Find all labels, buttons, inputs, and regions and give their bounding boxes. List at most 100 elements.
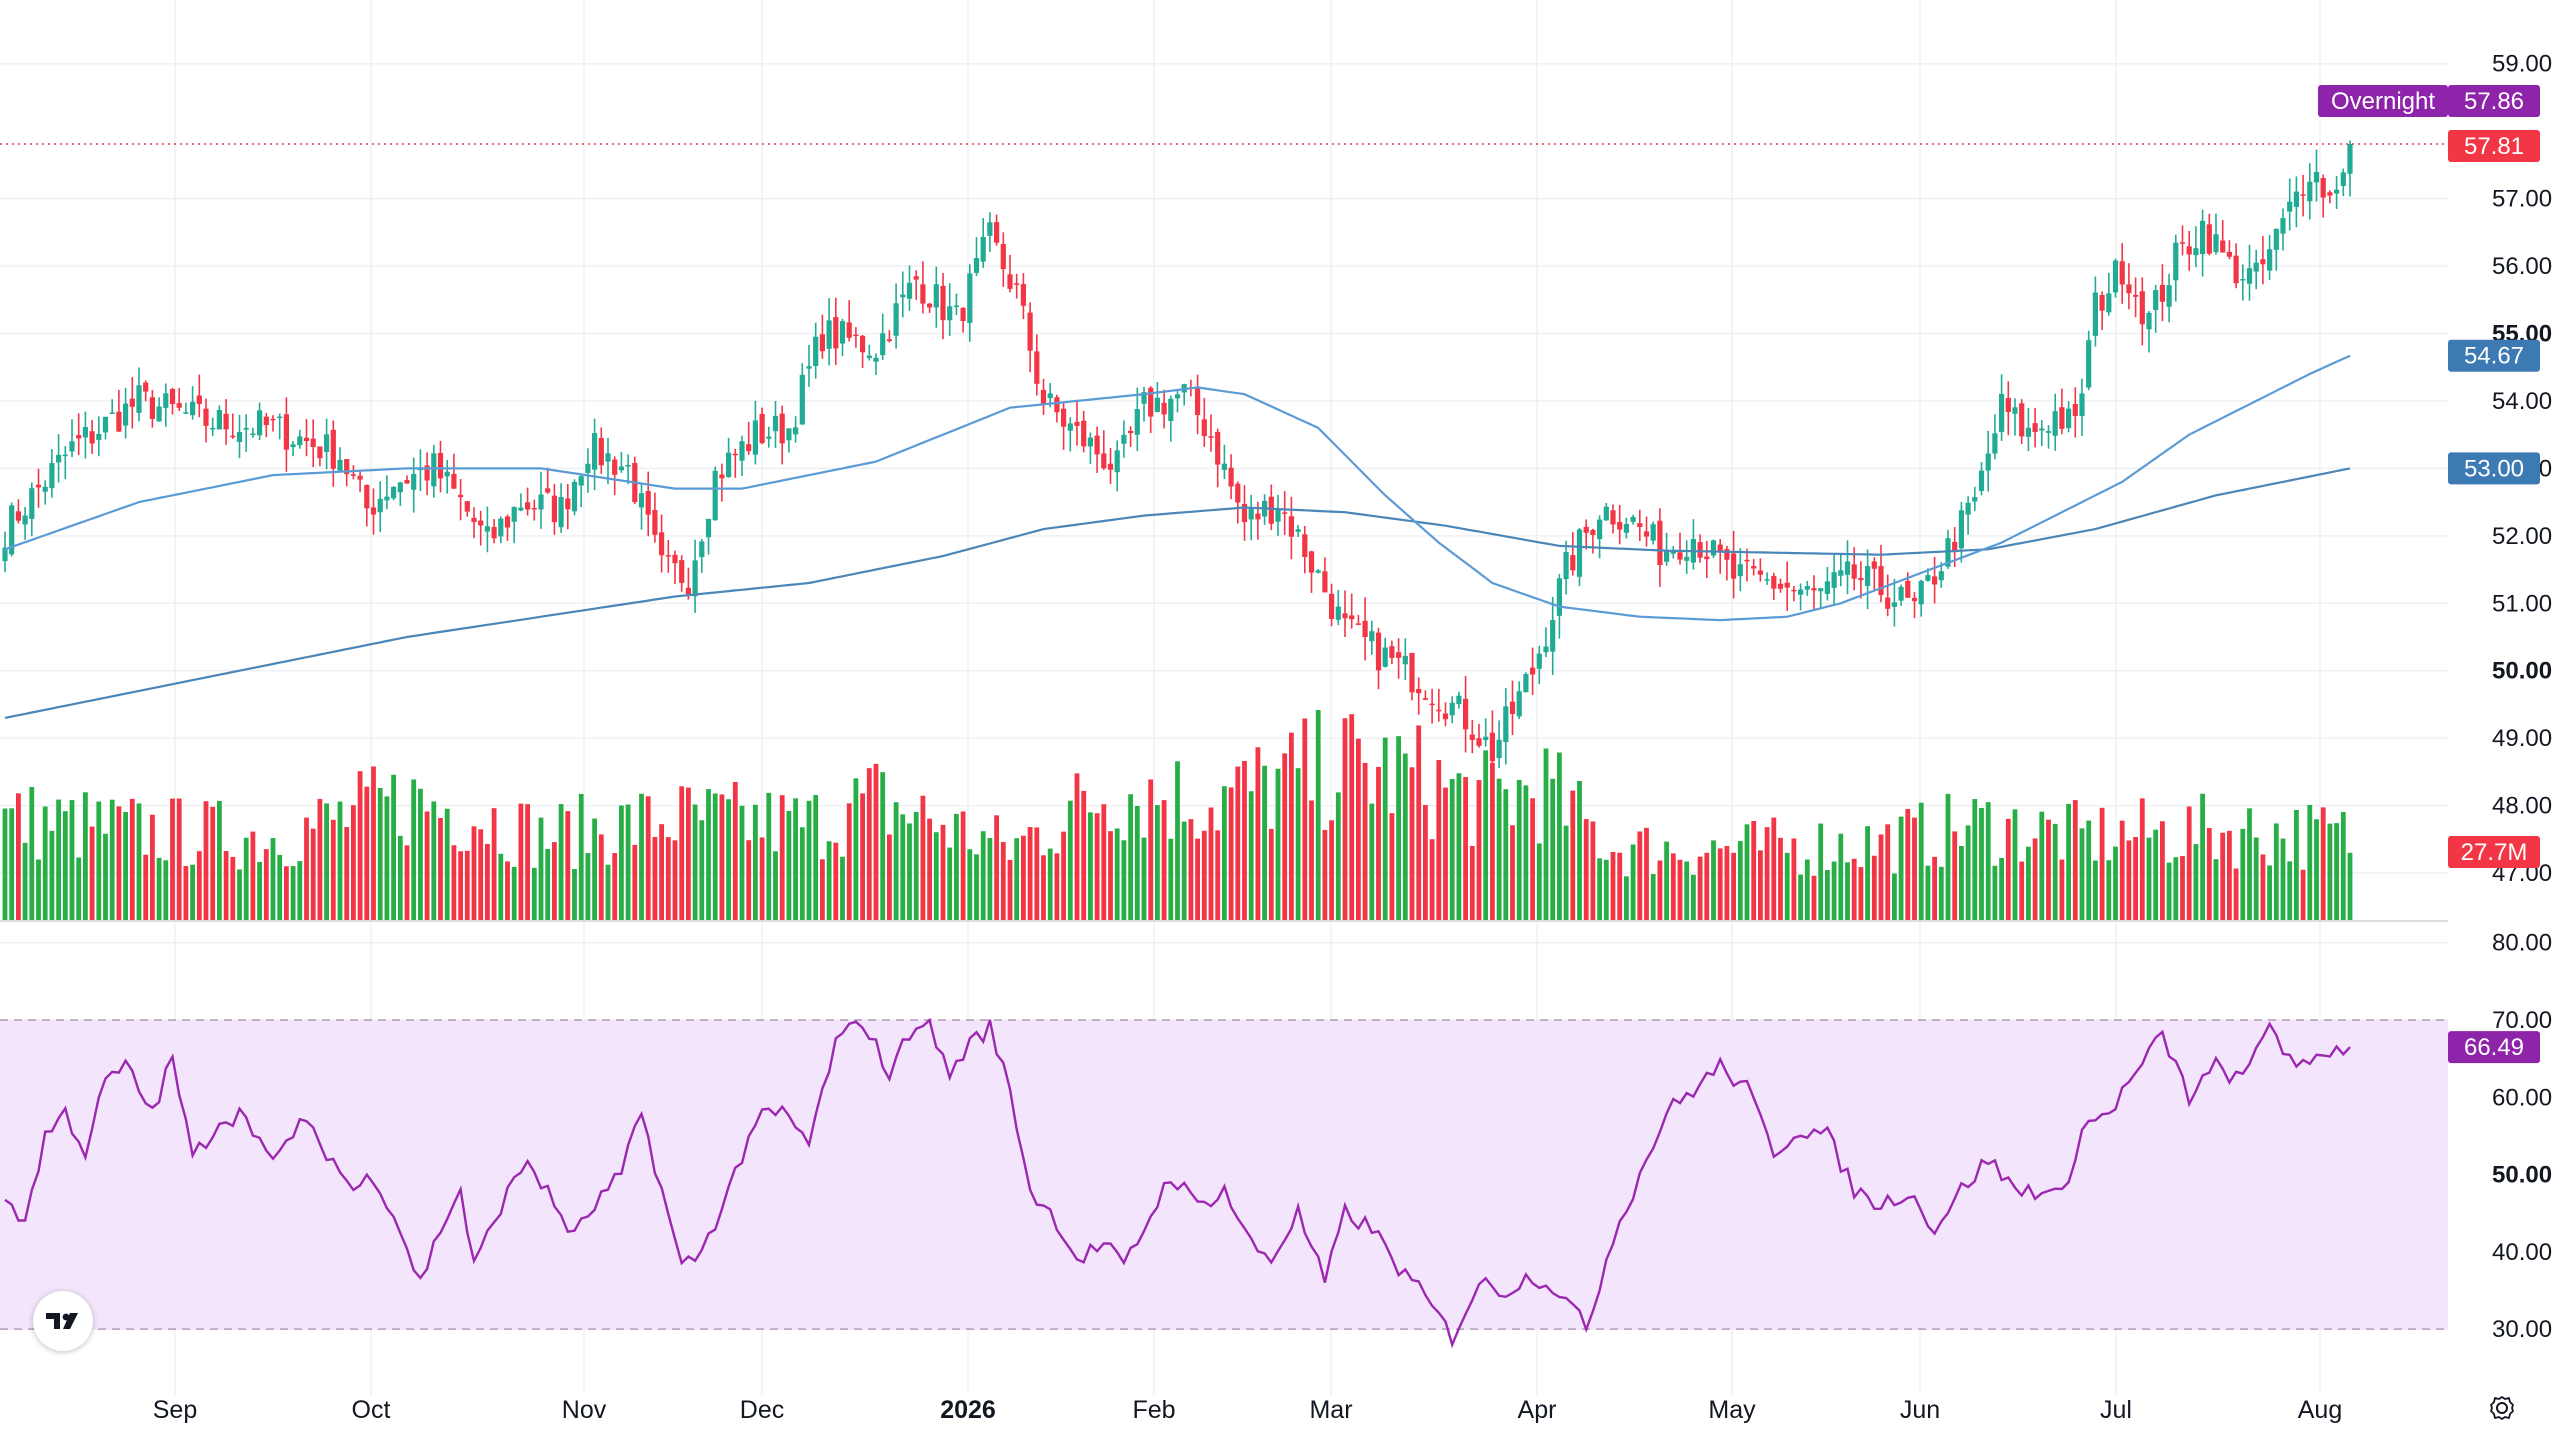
rsi-axis: 80.00 70.00 60.00 50.00 40.00 30.00 — [2492, 930, 2552, 1343]
volume-bar — [176, 798, 182, 920]
candle-body — [558, 496, 564, 528]
last-price-badge-box — [2448, 129, 2540, 162]
volume-bar — [2052, 823, 2058, 920]
volume-bar — [1463, 777, 1468, 920]
candle-body — [1911, 597, 1918, 602]
candle-body — [290, 444, 296, 448]
volume-bar — [840, 856, 845, 920]
volume-bar — [1704, 852, 1710, 920]
volume-bar — [1054, 853, 1060, 920]
volume-bar — [585, 853, 591, 920]
volume-bar — [1938, 866, 1944, 920]
volume-bar — [1235, 766, 1241, 920]
volume-bar — [1570, 790, 1576, 920]
candle-body — [732, 453, 738, 456]
volume-bar — [746, 840, 752, 920]
volume-bar — [806, 800, 812, 920]
volume-bar — [351, 805, 356, 920]
last-price-badge: 57.81 — [2448, 129, 2540, 162]
rsi-value-badge-box — [2448, 1031, 2540, 1064]
volume-bar — [1630, 844, 1636, 920]
candle-body — [303, 437, 310, 442]
candle-body — [1241, 503, 1248, 523]
candle-body — [1087, 437, 1093, 447]
candle-body — [1617, 522, 1623, 530]
candle-body — [431, 453, 437, 487]
volume-bar — [2220, 832, 2226, 920]
volume-bar — [1503, 789, 1509, 920]
volume-bar — [438, 817, 443, 920]
volume-bar — [1979, 807, 1984, 920]
volume-bar — [739, 805, 745, 920]
volume-bar — [1637, 831, 1643, 920]
volume-bar — [1289, 732, 1294, 920]
volume-bar — [284, 866, 289, 920]
volume-bar — [1992, 865, 1998, 920]
volume-bar — [1067, 800, 1073, 920]
candle-body — [712, 470, 718, 521]
volume-bar — [89, 826, 95, 920]
candle-body — [1355, 623, 1361, 625]
volume-bar — [2186, 806, 2192, 920]
candle-body — [1282, 512, 1288, 514]
candle-body — [1275, 509, 1281, 522]
volume-bar — [2247, 808, 2252, 920]
candle-body — [1114, 450, 1120, 473]
volume-bar — [779, 795, 785, 920]
volume-bar — [344, 827, 350, 920]
candle-body — [1972, 497, 1978, 502]
overnight-price-badge-box — [2448, 85, 2540, 117]
volume-bar — [498, 853, 504, 920]
volume-bar — [1670, 853, 1676, 920]
candle-body — [437, 452, 444, 479]
volume-bar — [605, 864, 611, 920]
candle-body — [156, 406, 162, 422]
volume-bar — [813, 795, 819, 920]
candle-body — [746, 444, 752, 452]
rsi-band — [0, 1020, 2448, 1330]
tradingview-logo-icon[interactable]: TV — [33, 1291, 93, 1351]
volume-bar — [538, 817, 544, 920]
candle-body — [2226, 251, 2232, 257]
volume-bar — [686, 787, 691, 920]
volume-bar — [2280, 838, 2286, 920]
candle-body — [2045, 431, 2052, 433]
candle-body — [1248, 508, 1254, 520]
volume-bar — [2213, 859, 2219, 920]
candle-body — [1141, 392, 1147, 404]
ma-fast-value-badge-box — [2448, 339, 2540, 372]
volume-bar — [1624, 876, 1629, 920]
volume-bar — [1034, 827, 1040, 920]
volume-bar — [1476, 780, 1482, 920]
volume-bar — [1523, 785, 1529, 920]
volume-bar — [458, 851, 463, 920]
gear-icon[interactable] — [2486, 1392, 2518, 1424]
candle-body — [1349, 615, 1355, 620]
candle-body — [2072, 403, 2078, 416]
candle-body — [2052, 411, 2058, 436]
candle-body — [136, 385, 142, 413]
candle-body — [1871, 561, 1877, 569]
volume-bar — [1362, 762, 1368, 920]
volume-bar — [49, 830, 55, 920]
candle-body — [987, 222, 993, 236]
moving-average-slow-line — [4, 467, 2351, 719]
candle-body — [330, 429, 336, 469]
volume-bar — [377, 787, 383, 920]
candle-body — [1409, 652, 1415, 693]
volume-bar — [42, 806, 48, 920]
candle-body — [1295, 529, 1301, 532]
candle-body — [257, 410, 263, 436]
volume-bar — [1744, 824, 1750, 920]
candle-body — [1938, 571, 1944, 581]
volume-bar — [1342, 718, 1348, 920]
volume-bar — [1617, 852, 1623, 920]
volume-bar — [116, 806, 122, 920]
candle-body — [1396, 652, 1402, 658]
volume-bar — [920, 795, 926, 920]
volume-bar — [1798, 874, 1803, 920]
candle-body — [880, 333, 886, 356]
candle-body — [618, 466, 624, 471]
